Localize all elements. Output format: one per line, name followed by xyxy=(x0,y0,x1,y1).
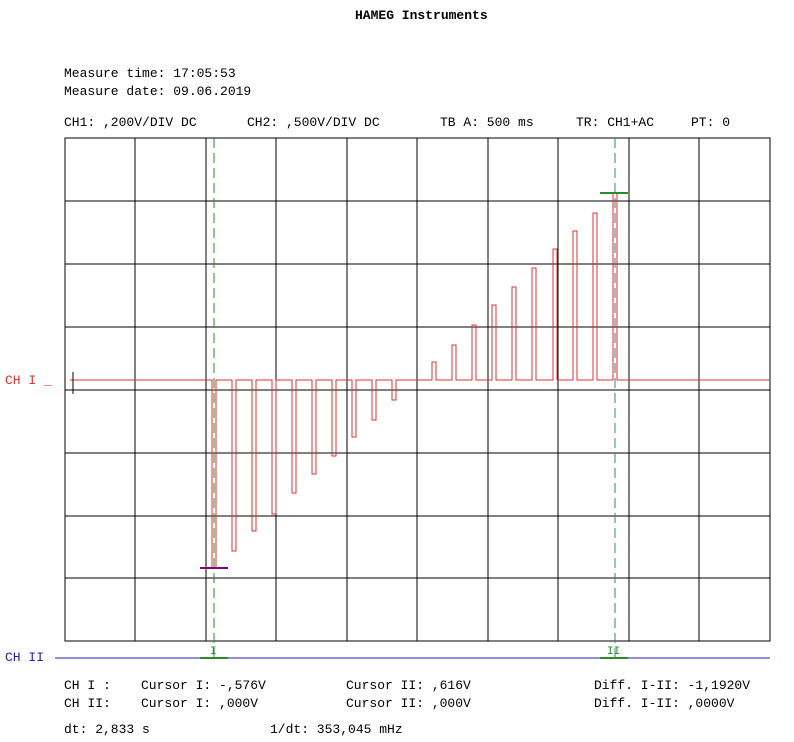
ch1-trace xyxy=(70,192,770,569)
title: HAMEG Instruments xyxy=(355,8,488,23)
readout-cell: Cursor II: ,000V xyxy=(346,696,471,711)
trigger: TR: CH1+AC xyxy=(576,115,655,130)
readout-cell: Diff. I-II: -1,1920V xyxy=(594,678,751,693)
ch2-label: CH II xyxy=(5,650,45,665)
measure-time: Measure time: 17:05:53 xyxy=(64,66,236,81)
readout-cell: Diff. I-II: ,0000V xyxy=(594,696,735,711)
readout-cell: CH I : xyxy=(64,678,111,693)
timebase: TB A: 500 ms xyxy=(440,115,534,130)
ch1-setting: CH1: ,200V/DIV DC xyxy=(64,115,197,130)
readout-cell: Cursor II: ,616V xyxy=(346,678,471,693)
pt: PT: 0 xyxy=(691,115,731,130)
ch1-label: CH I _ xyxy=(5,373,52,388)
ch2-setting: CH2: ,500V/DIV DC xyxy=(247,115,380,130)
readout-cell: Cursor I: -,576V xyxy=(141,678,266,693)
inv-dt: 1/dt: 353,045 mHz xyxy=(270,722,403,737)
grid-lines xyxy=(65,138,770,641)
grid xyxy=(64,137,771,642)
cursor-1-label: I xyxy=(210,646,217,658)
readout-cell: CH II: xyxy=(64,696,111,711)
cursor-2-label: II xyxy=(607,646,621,658)
readout-cell: Cursor I: ,000V xyxy=(141,696,259,711)
dt: dt: 2,833 s xyxy=(64,722,150,737)
measure-date: Measure date: 09.06.2019 xyxy=(64,84,252,99)
